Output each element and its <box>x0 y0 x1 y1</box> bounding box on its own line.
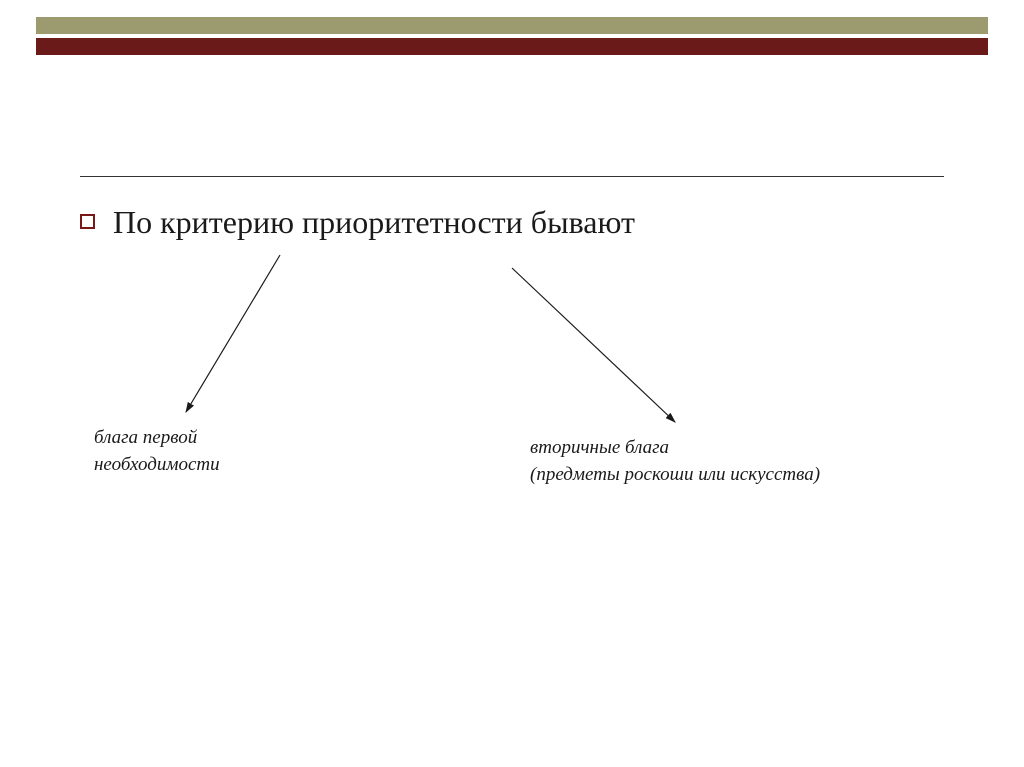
branch-left-label: блага первой необходимости <box>94 425 220 478</box>
arrows-container <box>0 250 1024 450</box>
decorative-bar-olive <box>36 17 988 34</box>
branch-left-line1: блага первой <box>94 425 220 452</box>
branch-right-label: вторичные блага (предметы роскоши или ис… <box>530 435 820 488</box>
divider-line <box>80 176 944 177</box>
bullet-list-item: По критерию приоритетности бывают <box>80 204 635 241</box>
branch-left-line2: необходимости <box>94 452 220 479</box>
arrow-left <box>186 255 280 412</box>
arrow-right <box>512 268 675 422</box>
bullet-square-icon <box>80 214 95 229</box>
branch-right-line2: (предметы роскоши или искусства) <box>530 462 820 489</box>
branch-right-line1: вторичные блага <box>530 435 820 462</box>
decorative-bar-maroon <box>36 38 988 55</box>
main-heading-text: По критерию приоритетности бывают <box>113 204 635 241</box>
